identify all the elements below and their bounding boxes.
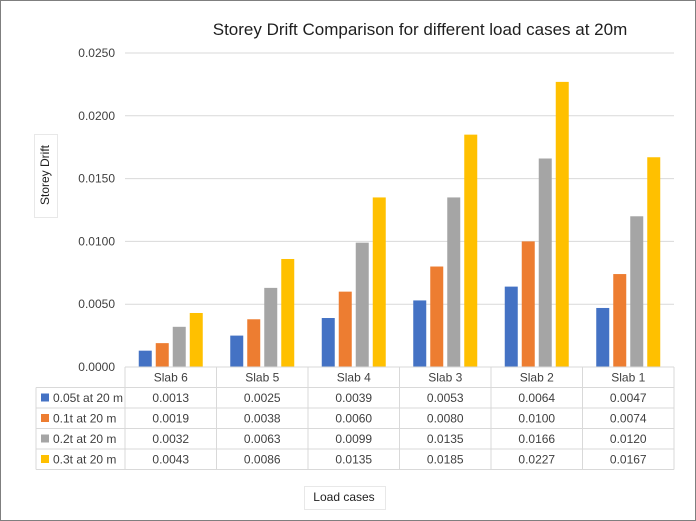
data-label: 0.0063 <box>244 432 281 446</box>
data-label: 0.0086 <box>244 453 281 467</box>
gridlines <box>125 52 674 368</box>
y-axis-ticks: 0.0000 0.0050 0.0100 0.0150 0.0200 0.0250 <box>78 46 115 374</box>
data-label: 0.0019 <box>152 412 189 426</box>
category-label: Slab 2 <box>520 371 554 385</box>
bar <box>430 266 444 367</box>
data-label: 0.0039 <box>335 391 372 405</box>
y-tick-label: 0.0100 <box>78 234 115 248</box>
data-label: 0.0032 <box>152 432 189 446</box>
bar <box>372 197 386 367</box>
bar <box>596 307 610 367</box>
category-label: Slab 1 <box>611 371 645 385</box>
bar <box>521 241 535 367</box>
legend-swatch <box>41 414 49 422</box>
legend-swatch <box>41 393 49 402</box>
y-tick-label: 0.0150 <box>78 172 115 186</box>
data-label: 0.0053 <box>427 391 464 405</box>
chart-title: Storey Drift Comparison for different lo… <box>212 20 628 39</box>
category-label: Slab 3 <box>428 371 462 385</box>
bar <box>630 216 644 367</box>
y-tick-label: 0.0250 <box>78 46 115 60</box>
bar <box>464 134 478 367</box>
bar <box>647 157 661 367</box>
y-tick-label: 0.0000 <box>78 360 115 374</box>
category-label: Slab 5 <box>245 371 279 385</box>
bar <box>247 319 261 367</box>
data-label: 0.0100 <box>518 412 555 426</box>
data-label: 0.0064 <box>518 391 555 405</box>
data-label: 0.0047 <box>610 391 647 405</box>
category-label: Slab 6 <box>154 371 188 385</box>
data-label: 0.0043 <box>152 453 189 467</box>
legend-entry: 0.1t at 20 m <box>53 412 116 426</box>
legend-entry: 0.2t at 20 m <box>53 432 116 446</box>
data-label: 0.0185 <box>427 453 464 467</box>
legend-swatch <box>41 434 49 443</box>
y-axis-label-box <box>34 134 58 218</box>
data-label: 0.0013 <box>152 391 189 405</box>
bar <box>447 197 461 367</box>
bar <box>413 300 427 367</box>
data-label: 0.0025 <box>244 391 281 405</box>
data-label: 0.0038 <box>244 412 281 426</box>
legend-entry: 0.05t at 20 m <box>53 391 123 405</box>
data-label: 0.0166 <box>518 432 555 446</box>
data-label: 0.0074 <box>610 412 647 426</box>
data-label: 0.0135 <box>427 432 464 446</box>
data-label: 0.0099 <box>335 432 372 446</box>
bars <box>138 81 661 367</box>
data-label: 0.0167 <box>610 453 647 467</box>
y-tick-label: 0.0200 <box>78 109 115 123</box>
x-axis-label-box <box>304 486 386 510</box>
data-label: 0.0135 <box>335 453 372 467</box>
bar <box>138 350 152 367</box>
data-label: 0.0060 <box>335 412 372 426</box>
bar <box>613 274 627 367</box>
bar <box>338 291 352 367</box>
bar <box>230 335 244 367</box>
data-label: 0.0080 <box>427 412 464 426</box>
legend-entry: 0.3t at 20 m <box>53 453 116 467</box>
bar <box>281 258 295 367</box>
bar <box>321 318 335 367</box>
bar <box>155 343 169 367</box>
data-label: 0.0227 <box>518 453 555 467</box>
bar <box>504 286 518 367</box>
bar <box>172 326 186 367</box>
legend-swatch <box>41 455 49 463</box>
bar <box>189 312 203 367</box>
bar <box>555 81 569 367</box>
category-label: Slab 4 <box>337 371 371 385</box>
bar <box>355 242 369 367</box>
x-axis-label: Load cases <box>313 490 375 504</box>
bar <box>264 287 278 367</box>
y-tick-label: 0.0050 <box>78 297 115 311</box>
data-label: 0.0120 <box>610 432 647 446</box>
data-table: Slab 6 Slab 5 Slab 4 Slab 3 Slab 2 Slab 1 0.05… <box>35 366 675 470</box>
bar <box>538 158 552 367</box>
